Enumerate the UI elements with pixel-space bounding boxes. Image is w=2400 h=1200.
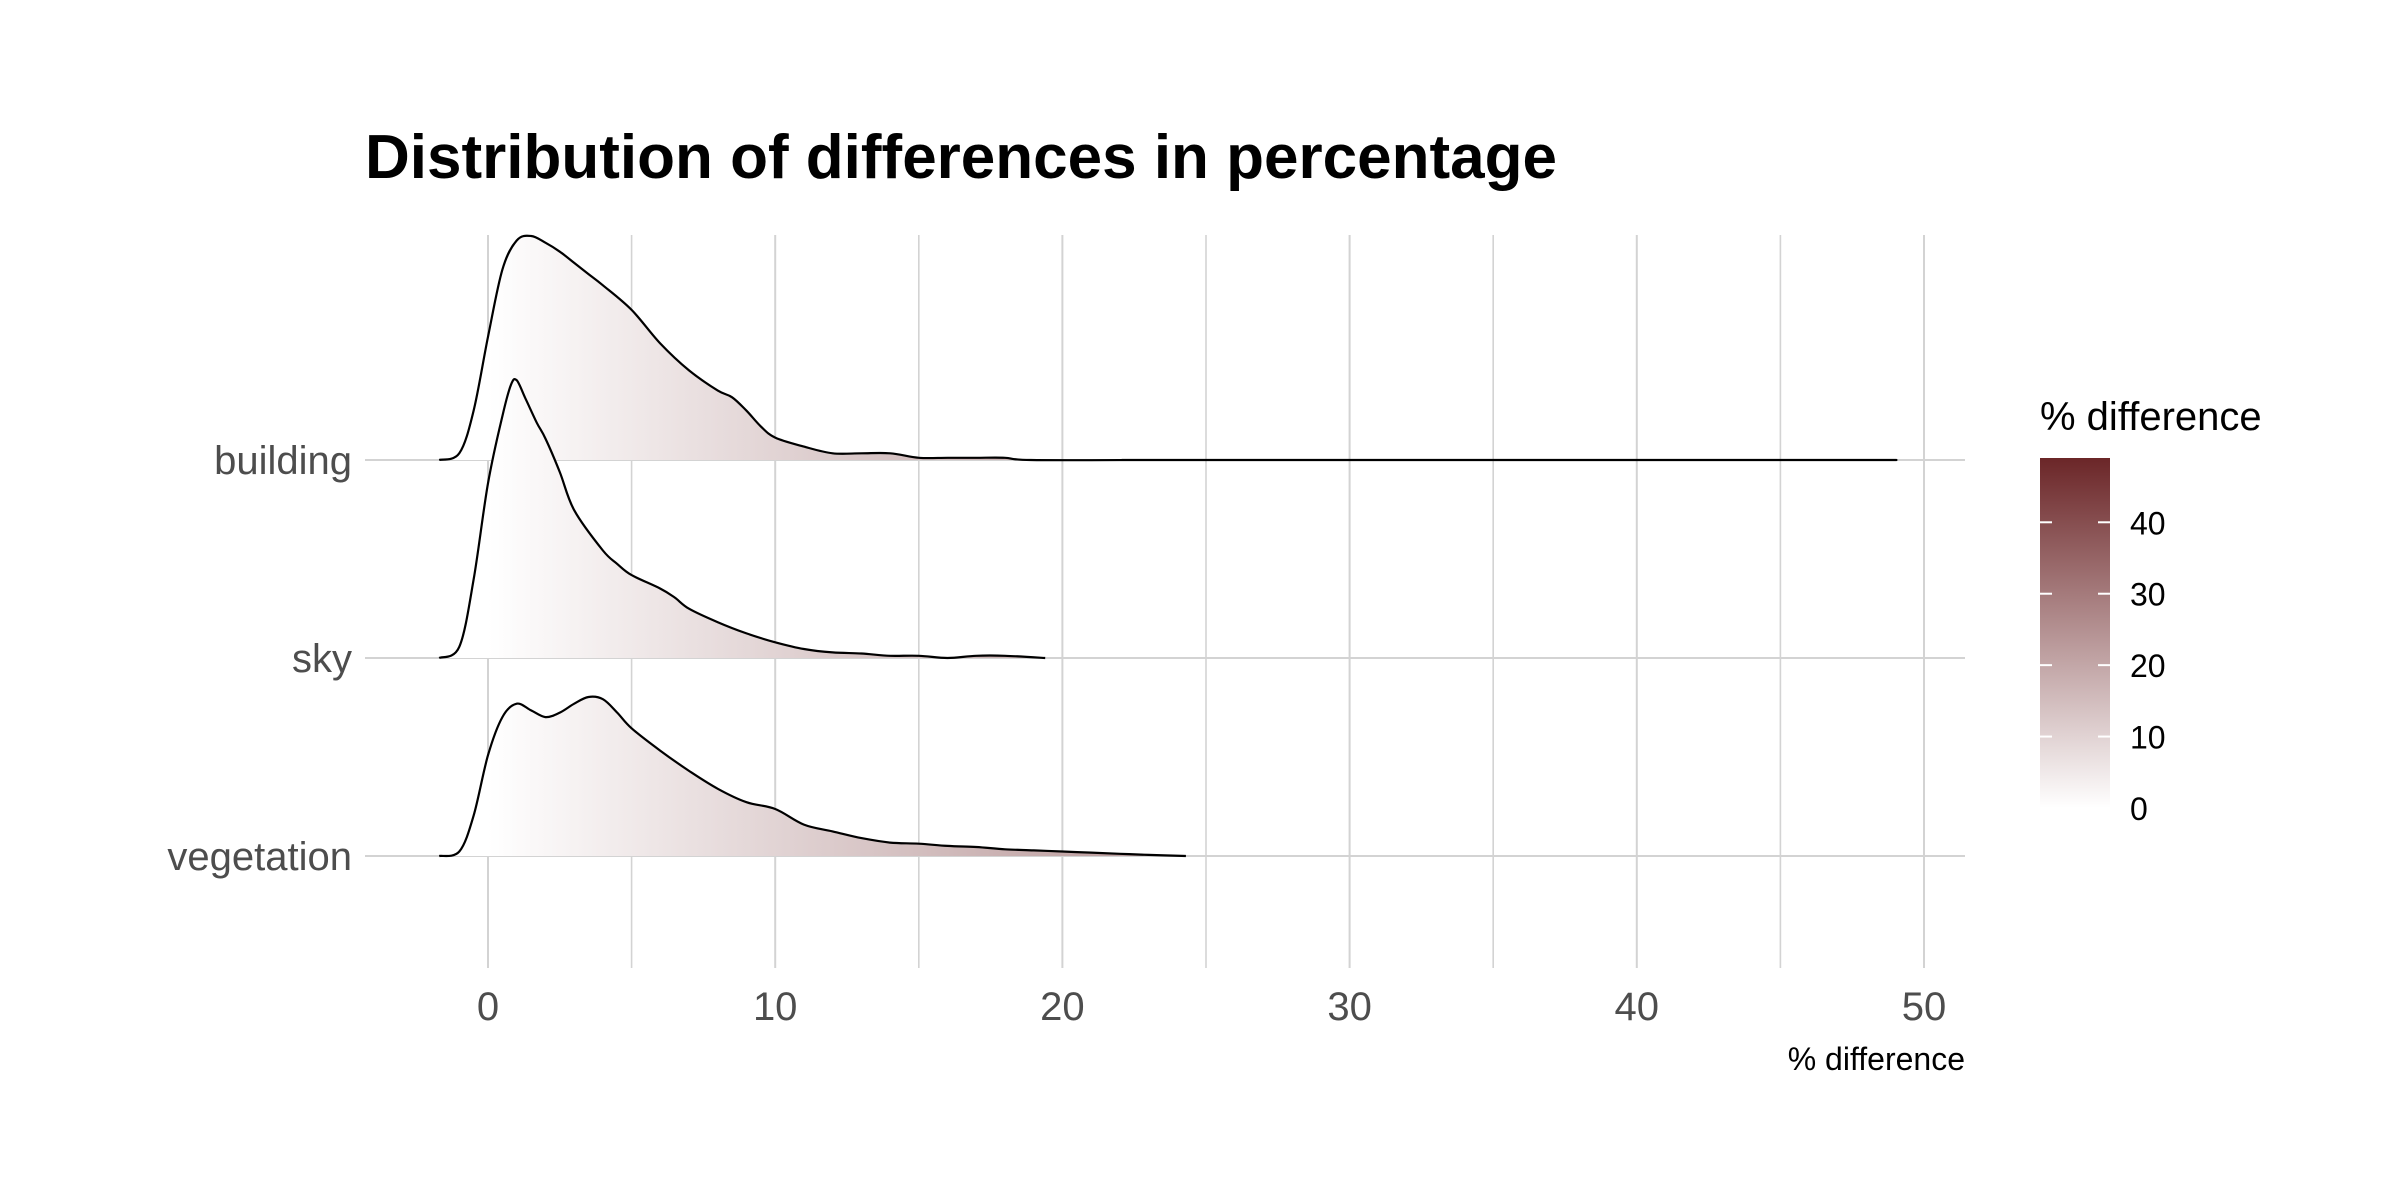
x-tick-label: 40 [1615,985,1660,1029]
legend-title: % difference [2040,395,2262,439]
x-tick-label: 0 [477,985,499,1029]
ridge-vegetation [438,695,1186,858]
legend-tick-label: 0 [2130,791,2148,827]
ridge-line-sky [438,377,1046,660]
x-tick-label: 50 [1902,985,1947,1029]
ridge-area-building [439,235,1897,461]
ridge-sky [438,377,1046,660]
x-tick-label: 10 [753,985,798,1029]
chart-title: Distribution of differences in percentag… [365,123,1557,192]
legend-ticks: 0 10 20 30 40 [2040,505,2166,827]
ridge-line-vegetation [438,695,1186,858]
category-label-sky: sky [292,637,352,681]
category-label-building: building [214,439,352,483]
category-label-vegetation: vegetation [167,835,352,879]
ridge-area-vegetation [439,696,1186,857]
x-axis-title: % difference [1788,1041,1965,1077]
x-tick-label: 30 [1327,985,1372,1029]
x-axis-ticks: 0 10 20 30 40 50 [477,985,1946,1029]
category-labels: building sky vegetation [167,439,352,879]
ridge-area-sky [439,379,1046,658]
legend-tick-label: 20 [2130,648,2166,684]
ridge-building [438,234,1898,462]
legend-tick-label: 30 [2130,577,2166,613]
x-tick-label: 20 [1040,985,1085,1029]
legend: % difference 0 10 20 30 40 [2040,395,2262,827]
ridges [438,234,1898,858]
legend-tick-label: 40 [2130,505,2166,541]
legend-tick-label: 10 [2130,720,2166,756]
ridge-line-building [438,234,1898,462]
legend-colorbar [2040,458,2110,808]
